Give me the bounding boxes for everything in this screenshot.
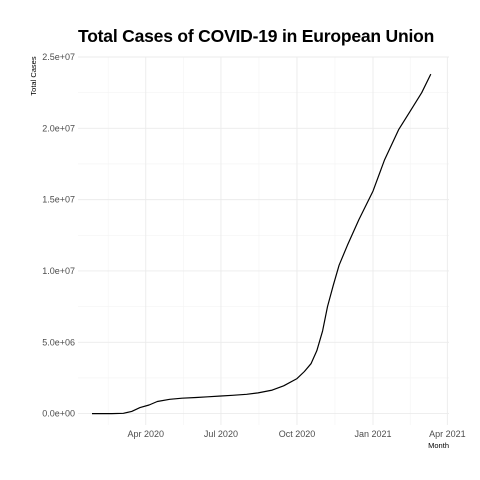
grid [78, 56, 449, 425]
x-tick-label: Oct 2020 [279, 429, 316, 439]
y-tick-label: 2.0e+07 [42, 123, 75, 133]
y-tick-label: 0.0e+00 [42, 409, 75, 419]
x-tick-labels: Apr 2020 Jul 2020 Oct 2020 Jan 2021 Apr 2021 [127, 429, 465, 439]
y-tick-label: 2.5e+07 [42, 52, 75, 62]
y-axis-title: Total Cases [29, 56, 38, 95]
y-tick-label: 1.5e+07 [42, 195, 75, 205]
series-line [92, 73, 432, 415]
y-tick-label: 1.0e+07 [42, 266, 75, 276]
x-axis-title: Month [428, 441, 449, 450]
x-tick-label: Jan 2021 [354, 429, 391, 439]
x-tick-label: Jul 2020 [204, 429, 238, 439]
x-tick-label: Apr 2020 [127, 429, 164, 439]
chart-title: Total Cases of COVID-19 in European Unio… [78, 26, 435, 46]
series-layer [92, 73, 432, 415]
x-tick-label: Apr 2021 [429, 429, 466, 439]
y-tick-labels: 0.0e+00 5.0e+06 1.0e+07 1.5e+07 2.0e+07 2.5e+… [42, 52, 75, 419]
y-tick-label: 5.0e+06 [42, 337, 75, 347]
